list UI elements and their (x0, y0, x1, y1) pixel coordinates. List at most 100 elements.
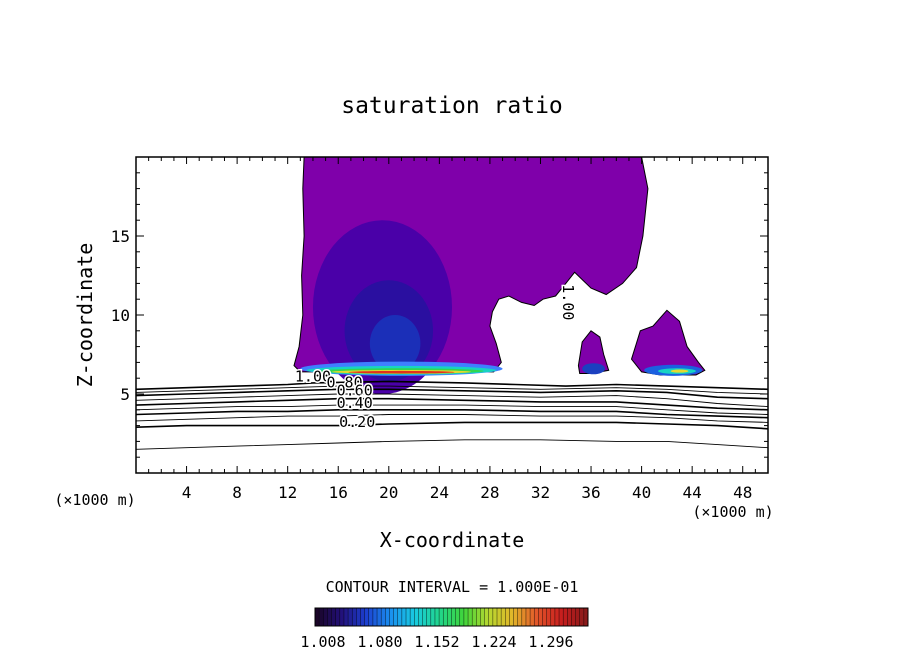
x-unit-right: (×1000 m) (692, 503, 773, 521)
contour-line (136, 388, 768, 400)
contour-line (136, 404, 768, 415)
x-tick-label: 32 (531, 483, 550, 502)
colorbar-swatch (509, 608, 514, 626)
contour-labels: 1.000.800.600.400.201.00 (293, 283, 578, 433)
colorbar-swatch (517, 608, 523, 626)
colorbar-tick-label: 1.296 (528, 633, 573, 651)
colorbar-swatch (352, 608, 357, 626)
contour-line (136, 393, 768, 408)
colorbar-frame (314, 607, 589, 627)
colorbar-swatch (484, 608, 490, 626)
colorbar-swatch (559, 608, 564, 626)
x-tick-label: 36 (581, 483, 600, 502)
colorbar-swatch (422, 608, 427, 626)
contour-label: 1.00 (559, 284, 577, 320)
x-tick-label: 8 (232, 483, 242, 502)
contour-lines (136, 380, 768, 450)
colorbar-swatch (414, 608, 419, 626)
chart-title: saturation ratio (341, 93, 563, 119)
colorbar-swatch (468, 608, 473, 626)
x-tick-label: 44 (683, 483, 702, 502)
colorbar-swatch (455, 608, 461, 626)
plot-area: 1.000.800.600.400.201.00 (135, 156, 769, 474)
contour-label: 0.80 (326, 374, 362, 392)
colorbar-swatch (426, 608, 432, 626)
colorbar-swatch (472, 608, 477, 626)
contour-line (136, 380, 768, 391)
colorbar-swatch (393, 608, 399, 626)
contour-line (136, 421, 768, 430)
colorbar-swatch (397, 608, 403, 626)
colorbar-swatch (406, 608, 411, 626)
x-tick-label: 48 (733, 483, 752, 502)
contour-line (136, 439, 768, 450)
x-unit-left: (×1000 m) (54, 491, 135, 509)
colorbar-tick-labels: 1.008 1.080 1.152 1.224 1.296 (300, 633, 573, 651)
y-axis-ticks: 5 10 15 (111, 172, 768, 458)
colorbar-swatch (339, 608, 345, 626)
colorbar-swatch (554, 608, 560, 626)
colorbar-swatch (563, 608, 568, 626)
colorbar-swatch (476, 608, 481, 626)
colorbar-swatch (538, 608, 543, 626)
colorbar-swatch (434, 608, 440, 626)
colorbar-swatch (459, 608, 465, 626)
colorbar-swatch (525, 608, 531, 626)
colorbar-swatch (534, 608, 539, 626)
colorbar-swatch (372, 608, 378, 626)
contour-label: 0.60 (337, 382, 373, 400)
colorbar-swatch (492, 608, 498, 626)
colorbar-swatch (497, 608, 502, 626)
region-core-3 (369, 315, 421, 372)
colorbar-swatch (443, 608, 448, 626)
colorbar-swatch (530, 608, 535, 626)
colorbar-swatch (550, 608, 556, 626)
colorbar-swatch (546, 608, 552, 626)
colorbar-swatch (542, 608, 547, 626)
y-axis-label: Z-coordinate (73, 243, 97, 388)
colorbar-swatch (319, 608, 324, 626)
contour-label: 0.40 (337, 394, 373, 412)
colorbar-swatch (418, 608, 423, 626)
x-axis-ticks: 4 8 12 16 20 24 28 32 36 40 44 48 (148, 157, 756, 502)
region-right-yellow (670, 369, 689, 373)
colorbar-swatch (323, 608, 328, 626)
colorbar-swatch (385, 608, 390, 626)
x-tick-label: 4 (182, 483, 192, 502)
colorbar-swatch (488, 608, 494, 626)
colorbar-swatch (356, 608, 361, 626)
colorbar-swatch (575, 608, 581, 626)
colorbar-swatch (505, 608, 510, 626)
colorbar-swatch (439, 608, 444, 626)
colorbar-swatch (364, 608, 370, 626)
colorbar-swatch (447, 608, 452, 626)
colorbar (314, 607, 589, 627)
colorbar-swatch (401, 608, 407, 626)
y-tick-label: 15 (111, 227, 130, 246)
colorbar-swatch (368, 608, 374, 626)
shaded-regions (293, 157, 706, 394)
colorbar-swatch (331, 608, 336, 626)
x-tick-label: 40 (632, 483, 651, 502)
colorbar-swatch (567, 608, 572, 626)
colorbar-swatch (377, 608, 382, 626)
x-tick-label: 12 (278, 483, 297, 502)
colorbar-swatch (410, 608, 415, 626)
colorbar-tick-label: 1.224 (471, 633, 516, 651)
colorbar-swatch (583, 608, 589, 626)
contour-line (136, 385, 768, 395)
x-tick-label: 20 (379, 483, 398, 502)
contour-label: 0.20 (339, 413, 375, 431)
x-tick-label: 28 (480, 483, 499, 502)
colorbar-swatch (315, 608, 320, 626)
colorbar-swatch (501, 608, 506, 626)
contour-interval-note: CONTOUR INTERVAL = 1.000E-01 (326, 578, 579, 596)
colorbar-swatch (571, 608, 576, 626)
colorbar-swatch (327, 608, 332, 626)
colorbar-swatch (521, 608, 527, 626)
y-tick-label: 5 (120, 385, 130, 404)
contour-label: 1.00 (295, 367, 331, 385)
x-tick-label: 24 (430, 483, 449, 502)
colorbar-swatch (343, 608, 349, 626)
